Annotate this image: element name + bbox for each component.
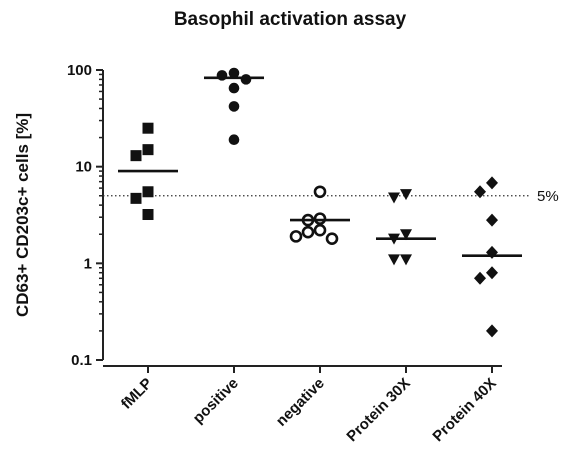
x-tick-labels: fMLP positive negative Protein 30X Protein 4… bbox=[118, 375, 500, 445]
square-marker bbox=[130, 150, 142, 162]
open-circle-marker bbox=[325, 232, 339, 245]
open-circle-marker bbox=[301, 225, 315, 239]
diamond-marker bbox=[486, 213, 498, 227]
triangle-marker bbox=[388, 254, 400, 266]
square-marker bbox=[142, 144, 154, 156]
triangle-marker bbox=[388, 192, 400, 204]
square-marker bbox=[142, 186, 154, 198]
y-tick-label: 100 bbox=[67, 62, 92, 79]
square-marker bbox=[142, 209, 154, 221]
triangle-marker bbox=[400, 254, 412, 266]
open-circle-marker bbox=[289, 230, 303, 243]
circle-marker bbox=[228, 82, 240, 94]
square-marker bbox=[130, 192, 142, 204]
circle-marker bbox=[228, 134, 240, 146]
diamond-marker bbox=[486, 176, 498, 190]
circle-marker bbox=[228, 101, 240, 112]
y-tick-label: 10 bbox=[75, 159, 92, 176]
axes: 0.1 1 10 100 bbox=[67, 62, 502, 373]
open-circle-marker bbox=[313, 212, 327, 225]
square-marker bbox=[142, 122, 154, 134]
x-tick-label: Protein 30X bbox=[343, 375, 413, 445]
diamond-marker bbox=[474, 271, 486, 285]
open-circle-marker bbox=[313, 223, 327, 237]
y-tick-label: 1 bbox=[84, 255, 92, 272]
circle-marker bbox=[240, 74, 252, 85]
chart-title: Basophil activation assay bbox=[174, 9, 407, 30]
diamond-marker bbox=[474, 185, 486, 199]
reference-line: 5% bbox=[103, 188, 559, 205]
triangle-marker bbox=[400, 229, 412, 241]
x-tick-label: fMLP bbox=[118, 375, 156, 413]
median-lines bbox=[118, 76, 522, 257]
y-tick-label: 0.1 bbox=[71, 352, 92, 369]
y-axis-label: CD63+ CD203c+ cells [%] bbox=[13, 113, 32, 317]
diamond-marker bbox=[486, 245, 498, 259]
triangle-marker bbox=[400, 189, 412, 201]
x-tick-label: positive bbox=[190, 375, 242, 427]
diamond-marker bbox=[486, 324, 498, 338]
x-tick-label: Protein 40X bbox=[429, 375, 499, 445]
open-circle-marker bbox=[313, 185, 327, 199]
circle-marker bbox=[228, 67, 240, 79]
x-tick-label: negative bbox=[273, 375, 328, 430]
reference-line-label: 5% bbox=[537, 188, 559, 205]
diamond-marker bbox=[486, 266, 498, 280]
data-points bbox=[130, 67, 498, 338]
